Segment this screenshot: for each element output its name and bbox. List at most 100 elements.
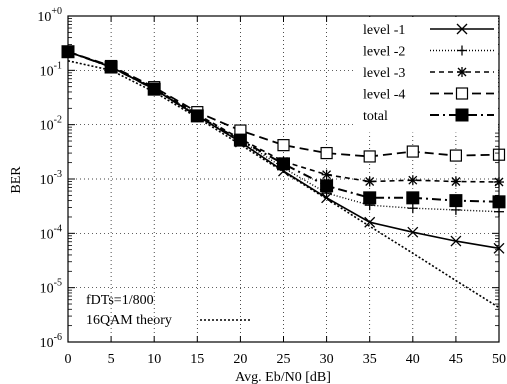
marker-shape xyxy=(147,82,161,96)
y-tick-exponent: -4 xyxy=(54,223,62,234)
marker-stroke xyxy=(456,23,468,35)
x-tick-label-25: 25 xyxy=(277,352,291,367)
x-tick-label-15: 15 xyxy=(190,352,204,367)
marker-stroke xyxy=(364,216,376,228)
x-tick-label-20: 20 xyxy=(233,352,247,367)
x-tick-label-5: 5 xyxy=(108,352,115,367)
legend-label-total: total xyxy=(363,109,388,124)
x-tick-label-40: 40 xyxy=(406,352,420,367)
annotation-fdts: fDTs=1/800 xyxy=(86,293,154,308)
marker-shape xyxy=(363,191,377,205)
x-tick-labels: 0 5 10 15 20 25 30 35 40 45 50 xyxy=(65,352,507,367)
y-tick-exponent: -5 xyxy=(54,278,62,289)
y-axis-label: BER xyxy=(9,166,24,194)
x-tick-label-35: 35 xyxy=(363,352,377,367)
marker-shape xyxy=(320,146,333,160)
x-tick-label-10: 10 xyxy=(147,352,161,367)
legend-label-level-3: level -3 xyxy=(363,66,405,81)
point-level-4-45 xyxy=(449,149,462,162)
y-tick-exponent: -3 xyxy=(54,169,62,180)
legend-background xyxy=(355,17,498,133)
marker-shape xyxy=(277,139,290,152)
legend-marker-level-3 xyxy=(457,67,467,77)
y-tick-label--3: 10-3 xyxy=(40,169,62,188)
series-line-level-4 xyxy=(68,50,499,158)
legend-marker-level-4 xyxy=(455,87,469,100)
point-level-4-30 xyxy=(320,146,333,160)
legend: level -1 level -2 level -3 level -4 total xyxy=(355,17,498,133)
point-level-3-35 xyxy=(364,176,375,187)
marker-shape xyxy=(277,157,290,171)
y-tick-base: 10 xyxy=(37,10,51,25)
legend-label-level-4: level -4 xyxy=(363,88,405,103)
y-tick-base: 10 xyxy=(40,64,54,79)
point-level-2-40 xyxy=(407,203,418,214)
marker-shape xyxy=(104,60,118,74)
marker-stroke xyxy=(457,67,467,77)
point-total-15 xyxy=(190,109,204,123)
legend-label-level-2: level -2 xyxy=(363,45,405,60)
series-line-total xyxy=(68,50,499,203)
theory-legend-entry: 16QAM theory xyxy=(86,313,252,328)
point-level-4-25 xyxy=(277,139,290,152)
marker-stroke xyxy=(451,177,461,186)
theory-legend-label: 16QAM theory xyxy=(86,313,172,328)
marker-shape xyxy=(363,150,376,163)
marker-shape xyxy=(320,179,334,193)
marker-shape xyxy=(190,109,204,123)
point-total-20 xyxy=(233,133,247,147)
y-tick-base: 10 xyxy=(40,336,54,351)
y-tick-base: 10 xyxy=(40,119,54,134)
point-total-5 xyxy=(104,60,118,74)
point-level-1-35 xyxy=(364,216,376,228)
point-level-1-40 xyxy=(407,226,419,238)
marker-stroke xyxy=(450,235,462,247)
y-tick-exponent: -2 xyxy=(54,115,62,126)
y-tick-exponent: +0 xyxy=(51,6,62,17)
y-tick-label--4: 10-4 xyxy=(40,223,62,242)
marker-stroke xyxy=(407,226,419,238)
x-tick-label-50: 50 xyxy=(492,352,506,367)
point-level-3-45 xyxy=(450,176,461,187)
y-tick-label--6: 10-6 xyxy=(40,332,62,351)
marker-stroke xyxy=(365,177,375,186)
point-level-3-30 xyxy=(321,169,332,180)
marker-shape xyxy=(406,191,420,205)
y-tick-label--2: 10-2 xyxy=(40,115,62,134)
point-total-10 xyxy=(147,82,161,96)
legend-marker-level-2 xyxy=(457,45,467,56)
x-tick-label-45: 45 xyxy=(449,352,463,367)
marker-shape xyxy=(233,133,247,147)
point-level-3-40 xyxy=(407,175,418,186)
series-markers xyxy=(61,45,506,254)
marker-shape xyxy=(449,194,463,208)
y-tick-exponent: -6 xyxy=(54,332,62,343)
point-total-25 xyxy=(277,157,290,171)
x-axis-label: Avg. Eb/N0 [dB] xyxy=(235,370,331,384)
y-tick-base: 10 xyxy=(40,173,54,188)
y-tick-label--1: 10-1 xyxy=(40,60,62,79)
marker-shape xyxy=(449,149,462,162)
point-total-45 xyxy=(449,194,463,208)
marker-shape xyxy=(455,87,469,100)
marker-shape xyxy=(406,145,419,158)
point-total-30 xyxy=(320,179,334,193)
x-tick-label-30: 30 xyxy=(320,352,334,367)
marker-shape xyxy=(455,108,469,122)
point-total-35 xyxy=(363,191,377,205)
y-tick-labels: 10+010-110-210-310-410-510-6 xyxy=(37,6,62,351)
point-level-4-35 xyxy=(363,150,376,163)
y-tick-base: 10 xyxy=(40,282,54,297)
marker-stroke xyxy=(408,175,418,185)
point-total-40 xyxy=(406,191,420,205)
y-tick-exponent: -1 xyxy=(54,60,62,71)
series-line-level-3 xyxy=(68,50,499,183)
y-tick-label--5: 10-5 xyxy=(40,278,62,297)
point-level-1-45 xyxy=(450,235,462,247)
legend-marker-level-1 xyxy=(456,23,468,35)
marker-stroke xyxy=(322,170,332,180)
y-tick-base: 10 xyxy=(40,227,54,242)
legend-marker-total xyxy=(455,108,469,122)
point-level-4-40 xyxy=(406,145,419,158)
